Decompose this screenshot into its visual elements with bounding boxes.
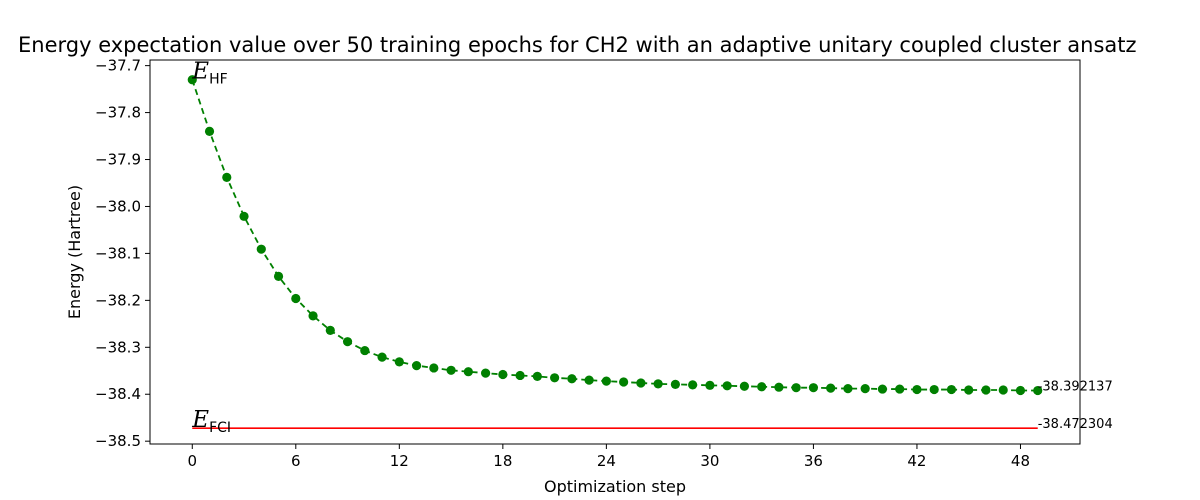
- energy-point: [964, 385, 974, 395]
- axes-frame: [149, 59, 1081, 445]
- energy-point: [498, 369, 508, 380]
- energy-point: [1015, 385, 1026, 396]
- energy-point: [877, 384, 888, 394]
- energy-point: [291, 293, 301, 304]
- energy-point: [929, 384, 939, 395]
- chart-title: Energy expectation value over 50 trainin…: [18, 33, 1137, 57]
- energy-point: [739, 381, 750, 391]
- x-tick-label: 30: [700, 452, 719, 470]
- energy-point: [239, 211, 249, 221]
- energy-point: [757, 382, 767, 392]
- energy-point: [550, 373, 560, 383]
- energy-point: [670, 379, 680, 389]
- reference-label-fci: EFCI: [191, 407, 231, 436]
- energy-point: [204, 126, 215, 136]
- energy-point: [222, 172, 232, 182]
- energy-point: [411, 361, 422, 371]
- x-tick-label: 24: [597, 452, 616, 470]
- energy-point: [705, 380, 715, 390]
- energy-point: [446, 365, 456, 375]
- x-axis-title: Optimization step: [544, 477, 686, 496]
- energy-point: [791, 383, 801, 393]
- y-axis: −37.7 −37.8 −37.9 −38.0 −38.1 −38.2 −38.3 −38.4…: [95, 57, 150, 450]
- energy-point: [394, 357, 404, 367]
- y-tick-label: −38.3: [95, 338, 141, 356]
- y-tick-label: −38.5: [95, 432, 141, 450]
- energy-point: [256, 244, 266, 254]
- energy-point: [342, 337, 353, 347]
- x-tick-label: 12: [390, 452, 409, 470]
- reference-label-main: E: [191, 407, 209, 433]
- reference-label-hf: EHF: [191, 59, 227, 88]
- y-tick-label: −38.2: [95, 291, 141, 309]
- x-axis: 0 6 12 18 24 30 36 42 48: [187, 444, 1030, 470]
- energy-point: [636, 378, 646, 388]
- energy-point: [273, 271, 284, 282]
- energy-point: [774, 382, 784, 392]
- energy-point: [826, 383, 836, 393]
- energy-point: [619, 377, 629, 387]
- x-tick-label: 36: [804, 452, 823, 470]
- energy-point: [532, 371, 542, 382]
- reference-label-subscript: HF: [209, 72, 228, 88]
- y-tick-label: −37.8: [95, 104, 141, 122]
- x-tick-label: 42: [907, 452, 926, 470]
- energy-point: [187, 75, 197, 85]
- energy-point: [895, 384, 905, 394]
- energy-point: [860, 384, 870, 394]
- x-tick-label: 6: [291, 452, 301, 470]
- energy-point: [653, 379, 663, 389]
- energy-point: [981, 385, 991, 395]
- energy-point: [998, 385, 1008, 395]
- end-value-label: -38.392137: [1038, 380, 1113, 395]
- energy-point: [688, 380, 698, 390]
- end-value-label: -38.472304: [1038, 417, 1113, 432]
- x-tick-label: 0: [187, 452, 197, 470]
- energy-point: [515, 370, 525, 381]
- energy-point: [429, 363, 439, 373]
- reference-label-main: E: [191, 59, 209, 85]
- energy-point: [584, 375, 594, 385]
- y-tick-label: −38.1: [95, 244, 141, 262]
- y-tick-label: −38.4: [95, 385, 141, 403]
- energy-point: [601, 376, 611, 386]
- energy-point: [325, 325, 335, 335]
- energy-point: [808, 383, 819, 393]
- y-axis-title: Energy (Hartree): [65, 185, 84, 319]
- energy-point: [722, 381, 732, 391]
- y-tick-label: −38.0: [95, 197, 141, 215]
- energy-point: [308, 311, 318, 321]
- energy-point: [912, 384, 922, 395]
- series-layer: [187, 75, 1043, 396]
- x-tick-label: 48: [1011, 452, 1030, 470]
- energy-point: [567, 374, 577, 384]
- x-tick-label: 18: [493, 452, 512, 470]
- energy-point: [480, 368, 491, 378]
- energy-point: [946, 384, 957, 395]
- energy-point: [843, 384, 853, 394]
- y-tick-label: −37.7: [95, 57, 141, 75]
- energy-point: [1033, 385, 1043, 396]
- y-tick-label: −37.9: [95, 151, 141, 169]
- energy-point: [463, 367, 473, 377]
- energy-point: [360, 345, 370, 356]
- reference-label-subscript: FCI: [209, 420, 231, 436]
- energy-point: [377, 352, 387, 362]
- plot-area: [149, 59, 1081, 445]
